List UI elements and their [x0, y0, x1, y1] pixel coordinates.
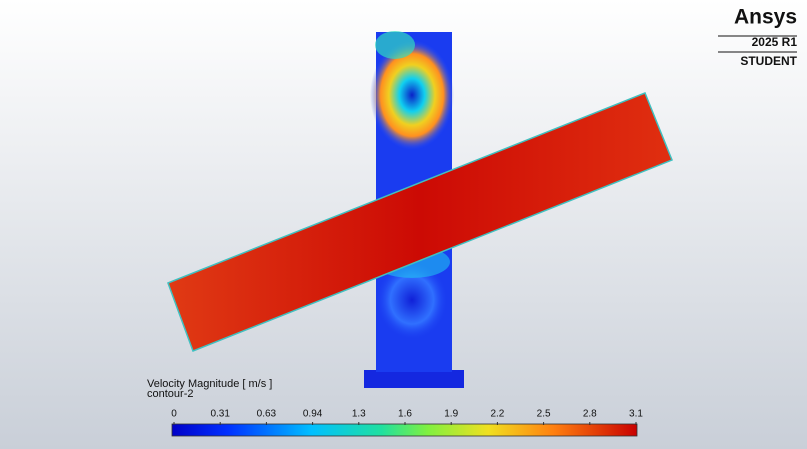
colorbar-tick-label: 1.6 [398, 409, 412, 420]
geometry [167, 31, 673, 388]
colorbar-tick-label: 0.31 [210, 409, 230, 420]
colorbar-tick-label: 0 [171, 409, 177, 420]
base [364, 370, 464, 388]
diagonal-pipe [167, 92, 673, 352]
vortex [370, 40, 454, 150]
logo: Ansys 2025 R1 STUDENT [718, 6, 798, 68]
colorbar-tick-label: 2.5 [537, 409, 551, 420]
edition: STUDENT [740, 54, 797, 68]
colorbar-tick-label: 2.2 [490, 409, 504, 420]
colorbar [171, 423, 638, 437]
colorbar-tick-label: 0.94 [303, 409, 323, 420]
version: 2025 R1 [752, 35, 798, 49]
legend-subtitle: contour-2 [147, 388, 193, 400]
colorbar-tick-label: 2.8 [583, 409, 597, 420]
colorbar-tick-label: 1.3 [352, 409, 366, 420]
legend-title: Velocity Magnitude [ m/s ] [147, 378, 272, 390]
legend: Velocity Magnitude [ m/s ] contour-2 0 0.… [147, 378, 643, 437]
colorbar-tick-label: 3.1 [629, 409, 643, 420]
colorbar-tick-label: 1.9 [444, 409, 458, 420]
brand: Ansys [734, 6, 797, 29]
colorbar-tick-label: 0.63 [257, 409, 277, 420]
vortex [376, 260, 448, 340]
vortex [375, 31, 415, 59]
